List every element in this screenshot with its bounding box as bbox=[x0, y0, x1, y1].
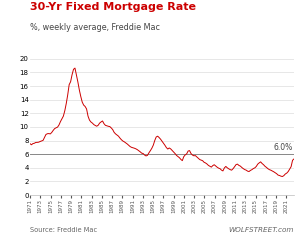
Text: %, weekly average, Freddie Mac: %, weekly average, Freddie Mac bbox=[30, 24, 160, 32]
Text: 6.0%: 6.0% bbox=[274, 143, 293, 152]
Text: Source: Freddie Mac: Source: Freddie Mac bbox=[30, 227, 97, 233]
Text: WOLFSTREET.com: WOLFSTREET.com bbox=[229, 227, 294, 233]
Text: 30-Yr Fixed Mortgage Rate: 30-Yr Fixed Mortgage Rate bbox=[30, 2, 196, 12]
